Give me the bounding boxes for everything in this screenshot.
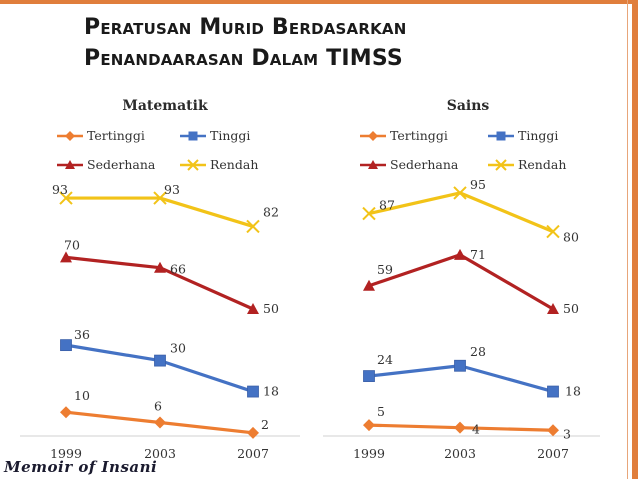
legend-swatch xyxy=(180,131,206,140)
data-point-tinggi xyxy=(363,370,375,382)
data-label: 18 xyxy=(263,384,279,399)
data-label: 36 xyxy=(74,327,90,342)
frame-top-border xyxy=(0,0,638,4)
data-label: 50 xyxy=(563,301,579,316)
legend-item-sederhana: Sederhana xyxy=(57,157,155,172)
frame-right-border xyxy=(632,0,638,479)
data-point-sederhana xyxy=(60,251,72,263)
data-label: 95 xyxy=(470,177,486,192)
legend-label: Tinggi xyxy=(518,128,559,143)
legend-swatch xyxy=(57,159,83,169)
x-tick-label: 2003 xyxy=(444,446,476,461)
x-tick-label: 1999 xyxy=(353,446,385,461)
data-label: 82 xyxy=(263,204,279,219)
x-tick-label: 2007 xyxy=(237,446,269,461)
series-line-rendah xyxy=(368,191,554,234)
data-point-sederhana xyxy=(247,303,259,314)
data-label: 71 xyxy=(470,247,486,262)
data-point-tinggi xyxy=(454,359,466,372)
data-label: 30 xyxy=(170,341,186,356)
legend-swatch xyxy=(180,158,206,171)
legend-label: Tertinggi xyxy=(390,128,448,143)
data-label: 70 xyxy=(64,237,80,252)
legend-swatch xyxy=(360,159,386,169)
data-point-tertinggi xyxy=(454,421,466,434)
legend-label: Tertinggi xyxy=(87,128,145,143)
legend-label: Sederhana xyxy=(390,157,459,172)
data-label: 87 xyxy=(379,198,395,213)
data-point-rendah xyxy=(59,191,73,205)
data-point-sederhana xyxy=(363,279,375,291)
series-line-tinggi xyxy=(65,343,254,394)
data-point-rendah xyxy=(362,206,376,221)
legend-label: Rendah xyxy=(518,157,567,172)
data-point-tinggi xyxy=(154,354,166,367)
x-tick-label: 2003 xyxy=(144,446,176,461)
data-label: 18 xyxy=(565,384,581,399)
data-point-tertinggi xyxy=(247,426,259,439)
data-label: 50 xyxy=(263,301,279,316)
data-label: 2 xyxy=(261,417,269,432)
data-point-sederhana xyxy=(547,303,559,314)
legend-swatch xyxy=(360,130,386,141)
data-point-tertinggi xyxy=(60,406,72,419)
legend-item-tinggi: Tinggi xyxy=(180,128,250,143)
data-label: 59 xyxy=(377,262,393,277)
data-label: 6 xyxy=(154,399,162,414)
data-point-tertinggi xyxy=(154,416,166,429)
legend-item-tinggi: Tinggi xyxy=(488,128,558,143)
legend-item-tertinggi: Tertinggi xyxy=(360,128,448,143)
data-point-rendah xyxy=(453,186,467,200)
legend-item-rendah: Rendah xyxy=(180,157,258,172)
legend-item-sederhana: Sederhana xyxy=(360,157,458,172)
chart-matematik: 1999 2003 2007 10 6 2 36 30 18 70 66 50 93 93 82 xyxy=(20,182,300,461)
legend-label: Tinggi xyxy=(210,128,251,143)
data-point-tinggi xyxy=(547,385,559,398)
data-label: 93 xyxy=(164,182,180,197)
x-tick-label: 1999 xyxy=(50,446,82,461)
data-point-sederhana xyxy=(154,261,166,273)
data-label: 24 xyxy=(377,352,393,367)
data-label: 93 xyxy=(52,182,68,197)
x-tick-label: 2007 xyxy=(537,446,569,461)
data-label: 28 xyxy=(470,344,486,359)
data-label: 5 xyxy=(377,404,385,419)
data-point-tertinggi xyxy=(547,424,559,437)
legend-item-tertinggi: Tertinggi xyxy=(57,128,145,143)
data-label: 4 xyxy=(472,422,480,437)
data-label: 66 xyxy=(170,262,186,277)
chart-title-sains: Sains xyxy=(446,98,490,114)
chart-sains: 1999 2003 2007 5 4 3 24 28 18 59 71 50 87 95 80 xyxy=(323,177,600,461)
data-point-sederhana xyxy=(454,248,466,260)
legend-item-rendah: Rendah xyxy=(488,157,566,172)
slide-title-line-2: Penandaarasan Dalam TIMSS xyxy=(84,46,403,71)
data-label: 10 xyxy=(74,388,90,403)
legend-swatch xyxy=(488,158,514,171)
frame-inner-border xyxy=(627,0,628,479)
legend-swatch xyxy=(57,130,83,141)
series-line-rendah xyxy=(66,196,254,228)
data-point-rendah xyxy=(246,219,260,234)
data-point-rendah xyxy=(153,191,167,205)
slide-title: Peratusan Murid Berdasarkan Penandaarasa… xyxy=(84,12,604,74)
legend-label: Sederhana xyxy=(87,157,156,172)
watermark-signature: Memoir of Insani xyxy=(4,458,158,476)
data-point-rendah xyxy=(546,224,560,239)
legend-label: Rendah xyxy=(210,157,259,172)
data-label: 80 xyxy=(563,230,579,245)
series-line-sederhana xyxy=(368,253,554,311)
legend-swatch xyxy=(488,131,514,140)
data-point-tertinggi xyxy=(363,419,375,432)
chart-title-matematik: Matematik xyxy=(122,98,208,114)
data-point-tinggi xyxy=(247,385,259,398)
slide-title-line-1: Peratusan Murid Berdasarkan xyxy=(84,15,407,40)
data-label: 3 xyxy=(563,426,571,441)
data-point-tinggi xyxy=(60,339,72,352)
